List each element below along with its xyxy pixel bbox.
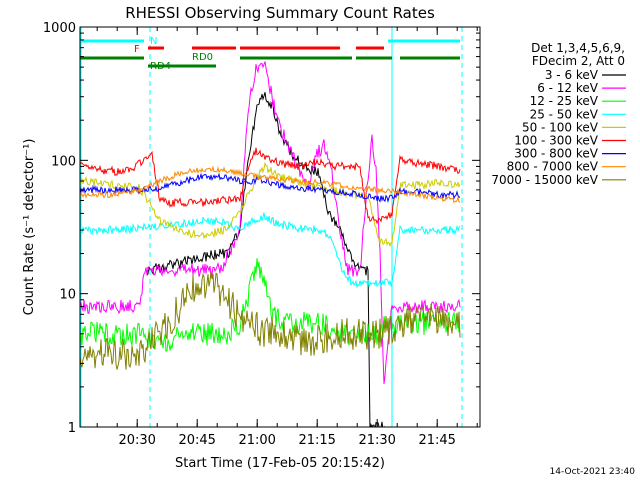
y-tick-label: 1000 — [43, 21, 76, 36]
chart-title: RHESSI Observing Summary Count Rates — [125, 4, 435, 22]
y-tick-label: 100 — [51, 154, 76, 169]
x-tick-label: 21:15 — [298, 433, 335, 448]
x-tick-label: 21:30 — [358, 433, 395, 448]
flag-label-n: N — [150, 36, 157, 47]
y-axis-label: Count Rate (s⁻¹ detector⁻¹) — [22, 139, 37, 316]
x-tick-label: 20:30 — [118, 433, 155, 448]
x-axis-label: Start Time (17-Feb-05 20:15:42) — [175, 456, 385, 471]
legend-label-6: 100 - 300 keV — [514, 134, 598, 148]
legend-label-8: 800 - 7000 keV — [507, 160, 599, 174]
legend-label-1: 3 - 6 keV — [545, 68, 599, 82]
series-line-9 — [80, 271, 461, 370]
legend-header-2: FDecim 2, Att 0 — [532, 54, 625, 68]
legend-label-2: 6 - 12 keV — [537, 81, 599, 95]
series-line-1 — [146, 92, 385, 427]
y-tick-label: 1 — [68, 421, 76, 436]
x-tick-label: 20:45 — [178, 433, 215, 448]
flag-label-rd0: RD0 — [192, 52, 213, 63]
y-tick-label: 10 — [59, 288, 76, 303]
legend-label-3: 12 - 25 keV — [530, 94, 599, 108]
plot-content: NF RD0 RD4 — [80, 27, 463, 427]
series-line-8 — [80, 165, 461, 204]
series-line-4 — [80, 212, 461, 289]
legend-label-5: 50 - 100 keV — [522, 120, 599, 134]
plot-frame — [79, 26, 481, 428]
legend-header-1: Det 1,3,4,5,6,9, — [531, 41, 625, 55]
legend-label-4: 25 - 50 keV — [530, 107, 599, 121]
timestamp: 14-Oct-2021 23:40 — [550, 467, 636, 477]
flag-label-f: F — [134, 44, 140, 55]
flag-label-rd4: RD4 — [150, 61, 171, 72]
series-line-2 — [80, 61, 461, 385]
legend-label-7: 300 - 800 keV — [514, 147, 598, 161]
series-line-6 — [80, 147, 461, 225]
legend-label-9: 7000 - 15000 keV — [491, 173, 598, 187]
x-tick-label: 21:00 — [238, 433, 275, 448]
axis-ticks: 20:30 20:45 21:00 21:15 21:30 21:45 1 10 100 1000 — [43, 21, 480, 448]
series-line-3 — [80, 258, 461, 352]
plot-area: NF RD0 RD4 — [80, 27, 463, 427]
x-tick-label: 21:45 — [418, 433, 455, 448]
